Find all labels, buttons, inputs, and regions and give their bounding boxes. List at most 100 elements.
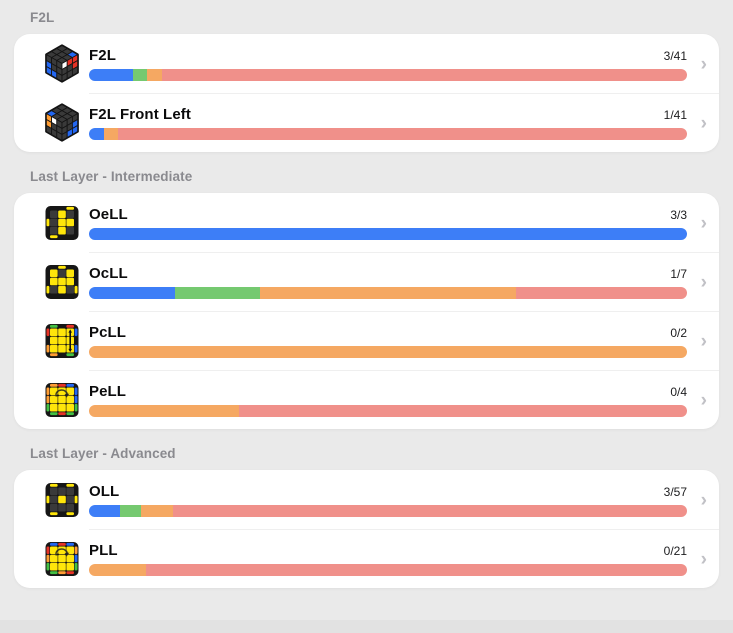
progress-bar: [89, 286, 687, 299]
progress-segment-salmon: [515, 286, 687, 299]
algorithm-row[interactable]: OLL 3/57 ›: [14, 470, 719, 529]
chevron-right-icon: ›: [700, 549, 707, 570]
row-body: PeLL 0/4: [89, 383, 687, 417]
progress-segment-salmon: [172, 504, 687, 517]
row-body: PLL 0/21: [89, 542, 687, 576]
section-header: Last Layer - Advanced: [30, 446, 176, 461]
title-line: OLL 3/57: [89, 483, 687, 500]
progress-segment-green: [132, 68, 148, 81]
chevron-right-icon: ›: [700, 54, 707, 75]
row-count: 0/2: [670, 325, 687, 340]
algorithm-row[interactable]: OeLL 3/3 ›: [14, 193, 719, 252]
progress-segment-blue: [89, 504, 121, 517]
progress-bar: [89, 227, 687, 240]
cube-icon: [44, 538, 80, 580]
progress-segment-salmon: [145, 563, 687, 576]
progress-bar: [89, 404, 687, 417]
algorithm-row[interactable]: PeLL 0/4 ›: [14, 370, 719, 429]
row-body: F2L 3/41: [89, 47, 687, 81]
section: Last Layer - Intermediate OeLL 3/3 › OcL…: [0, 152, 733, 429]
card: F2L 3/41 › F2L Front Left 1/41 ›: [14, 34, 719, 152]
progress-segment-orange: [141, 504, 173, 517]
iso-cube-svg: [45, 102, 79, 142]
row-count: 0/4: [670, 384, 687, 399]
progress-segment-salmon: [161, 68, 687, 81]
progress-bar: [89, 563, 687, 576]
row-count: 3/41: [663, 48, 687, 63]
row-body: OcLL 1/7: [89, 265, 687, 299]
section: Last Layer - Advanced OLL 3/57 › PLL 0/2…: [0, 429, 733, 588]
section-header: F2L: [30, 10, 55, 25]
algorithm-row[interactable]: PLL 0/21 ›: [14, 529, 719, 588]
card: OeLL 3/3 › OcLL 1/7 › PcLL 0/2 ›: [14, 193, 719, 429]
progress-segment-blue: [89, 286, 175, 299]
iso-cube-svg: [45, 43, 79, 83]
chevron-right-icon: ›: [700, 390, 707, 411]
progress-bar: [89, 345, 687, 358]
cube-icon: [44, 479, 80, 521]
section-header: Last Layer - Intermediate: [30, 169, 193, 184]
row-body: OLL 3/57: [89, 483, 687, 517]
row-title: PLL: [89, 541, 118, 559]
row-title: OcLL: [89, 264, 128, 282]
row-title: OLL: [89, 482, 120, 500]
title-line: OeLL 3/3: [89, 206, 687, 223]
row-title: PcLL: [89, 323, 127, 341]
plan-cube-svg: [45, 264, 79, 299]
bottom-bar: [0, 620, 733, 633]
progress-segment-blue: [89, 127, 104, 140]
title-line: PcLL 0/2: [89, 324, 687, 341]
chevron-right-icon: ›: [700, 213, 707, 234]
cube-icon: [44, 320, 80, 362]
row-count: 3/57: [663, 484, 687, 499]
title-line: PLL 0/21: [89, 542, 687, 559]
plan-cube-svg: [45, 382, 79, 417]
cube-icon: [44, 261, 80, 303]
row-count: 1/7: [670, 266, 687, 281]
algorithm-row[interactable]: F2L Front Left 1/41 ›: [14, 93, 719, 152]
chevron-right-icon: ›: [700, 490, 707, 511]
card: OLL 3/57 › PLL 0/21 ›: [14, 470, 719, 588]
progress-segment-orange: [147, 68, 162, 81]
section: F2L F2L 3/41 › F2L Front Left 1/41 ›: [0, 0, 733, 152]
chevron-right-icon: ›: [700, 113, 707, 134]
progress-bar: [89, 68, 687, 81]
title-line: PeLL 0/4: [89, 383, 687, 400]
cube-icon: [44, 43, 80, 85]
cube-icon: [44, 202, 80, 244]
progress-segment-orange: [260, 286, 516, 299]
row-body: PcLL 0/2: [89, 324, 687, 358]
progress-segment-salmon: [238, 404, 687, 417]
plan-cube-svg: [45, 541, 79, 576]
progress-bar: [89, 127, 687, 140]
row-count: 1/41: [663, 107, 687, 122]
cube-icon: [44, 379, 80, 421]
progress-segment-orange: [89, 404, 239, 417]
plan-cube-svg: [45, 482, 79, 517]
row-title: OeLL: [89, 205, 128, 223]
row-count: 3/3: [670, 207, 687, 222]
title-line: F2L 3/41: [89, 47, 687, 64]
chevron-right-icon: ›: [700, 272, 707, 293]
plan-cube-svg: [45, 323, 79, 358]
progress-segment-blue: [89, 68, 133, 81]
chevron-right-icon: ›: [700, 331, 707, 352]
row-count: 0/21: [663, 543, 687, 558]
row-body: OeLL 3/3: [89, 206, 687, 240]
progress-segment-green: [174, 286, 260, 299]
algorithm-row[interactable]: OcLL 1/7 ›: [14, 252, 719, 311]
cube-icon: [44, 102, 80, 144]
progress-segment-green: [120, 504, 142, 517]
progress-segment-blue: [89, 227, 687, 240]
progress-segment-orange: [89, 345, 687, 358]
row-body: F2L Front Left 1/41: [89, 106, 687, 140]
row-title: F2L Front Left: [89, 105, 191, 123]
progress-segment-orange: [89, 563, 146, 576]
algorithm-row[interactable]: F2L 3/41 ›: [14, 34, 719, 93]
plan-cube-svg: [45, 205, 79, 240]
progress-segment-salmon: [118, 127, 687, 140]
algorithm-row[interactable]: PcLL 0/2 ›: [14, 311, 719, 370]
title-line: F2L Front Left 1/41: [89, 106, 687, 123]
row-title: F2L: [89, 46, 116, 64]
